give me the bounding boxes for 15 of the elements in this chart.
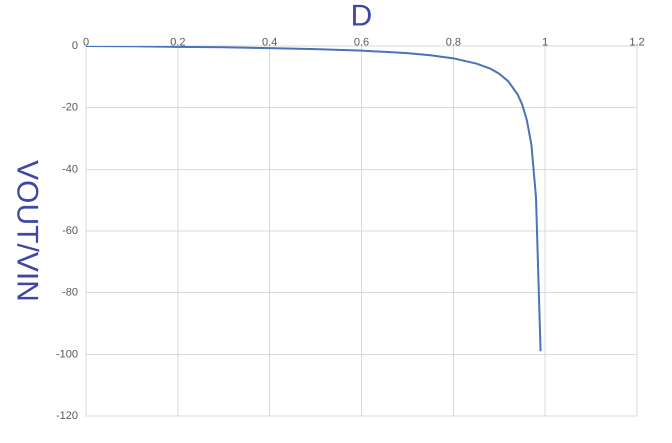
- y-tick-label: -40: [62, 163, 78, 176]
- x-tick-label: 1: [542, 36, 548, 48]
- y-tick-label: -100: [56, 348, 78, 360]
- x-tick-label: 0.8: [446, 36, 461, 48]
- x-tick-label: 0.2: [170, 36, 186, 48]
- y-tick-label: -60: [62, 225, 78, 238]
- x-tick-label: 1.2: [629, 36, 645, 48]
- y-tick-label: -120: [56, 410, 78, 422]
- chart-title: D: [350, 0, 372, 32]
- y-tick-label: -20: [62, 102, 78, 114]
- x-tick-label: 0: [82, 36, 90, 48]
- x-tick-label: 0.6: [354, 36, 370, 48]
- x-tick-label: 0.4: [262, 36, 278, 48]
- y-axis-title: VOUT/VIN: [10, 160, 44, 302]
- y-tick-label: -80: [62, 286, 78, 299]
